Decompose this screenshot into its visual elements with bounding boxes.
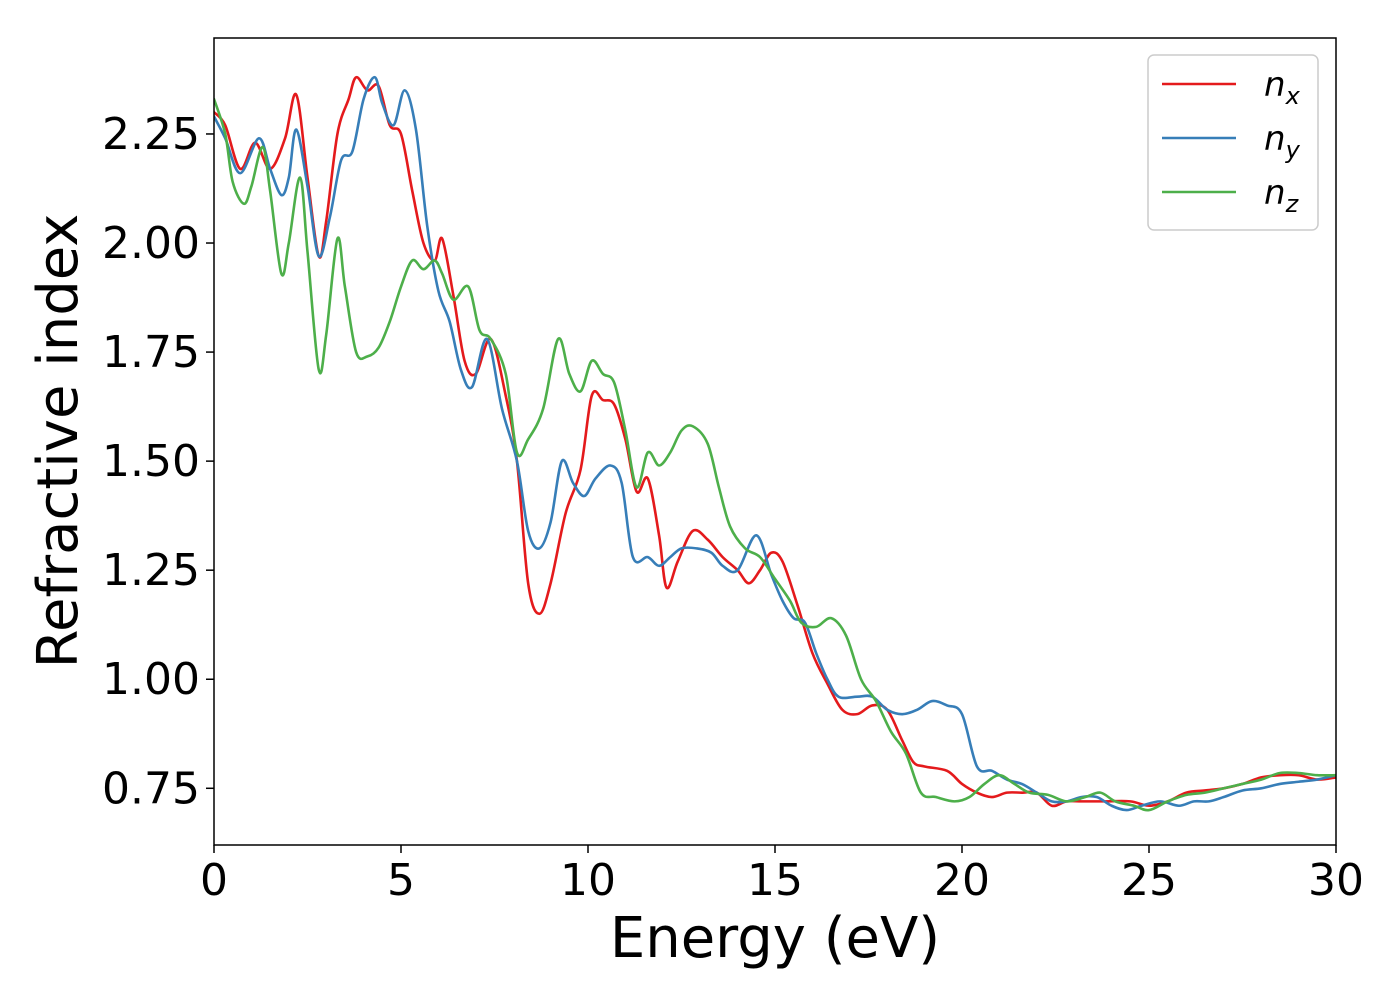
x-tick-label: 20 — [934, 855, 990, 906]
legend-label-n-x: nx — [1264, 65, 1301, 110]
y-tick-label: 1.50 — [102, 436, 200, 487]
y-axis-title: Refractive index — [26, 214, 91, 669]
legend-label-n-z: nz — [1264, 173, 1300, 218]
y-tick-label: 2.00 — [102, 218, 200, 269]
legend-frame — [1147, 54, 1319, 231]
legend-label-n-y: ny — [1264, 119, 1301, 164]
y-tick-label: 2.25 — [102, 109, 200, 160]
y-tick-label: 1.00 — [102, 654, 200, 705]
y-tick-label: 1.25 — [102, 545, 200, 596]
x-tick-label: 0 — [200, 855, 228, 906]
y-tick-label: 0.75 — [102, 763, 200, 814]
x-tick-label: 25 — [1121, 855, 1177, 906]
x-axis-ticks: 0 5 10 15 20 25 30 — [200, 845, 1364, 906]
x-tick-label: 30 — [1308, 855, 1364, 906]
series-line-n-y — [214, 75, 1336, 812]
series-layer — [214, 75, 1336, 812]
legend: nx ny nz — [1147, 54, 1319, 231]
series-line-n-z — [214, 97, 1336, 812]
x-tick-label: 10 — [560, 855, 616, 906]
x-tick-label: 15 — [747, 855, 803, 906]
x-axis-title: Energy (eV) — [610, 906, 940, 971]
y-axis-ticks: 0.75 1.00 1.25 1.50 1.75 2.00 2.25 — [102, 109, 214, 814]
x-tick-label: 5 — [387, 855, 415, 906]
y-tick-label: 1.75 — [102, 327, 200, 378]
